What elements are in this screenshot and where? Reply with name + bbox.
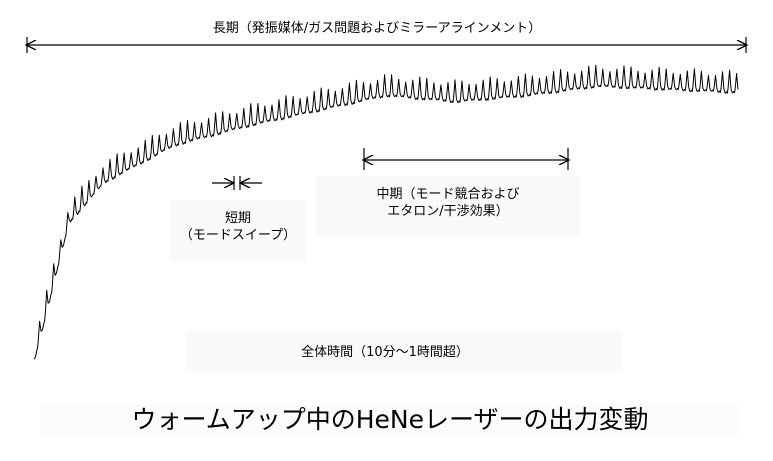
mid-term-label-line-2: エタロン/干渉効果） [387,204,509,219]
mid-term-label: 中期（モード競合および エタロン/干渉効果） [318,186,578,220]
total-time-label-box [186,330,622,372]
mid-term-label-line-1: 中期（モード競合および [376,187,520,202]
long-term-label: 長期（発振媒体/ガス問題およびミラーアラインメント） [140,20,614,37]
short-term-label-line-1: 短期 [224,211,251,226]
series-line-output-power [33,64,739,360]
total-time-label: 全体時間（10分〜1時間超） [301,345,469,360]
short-term-label-line-2: （モードスイープ） [179,228,297,243]
short-term-label: 短期 （モードスイープ） [168,210,308,244]
mid-term-label-box [316,176,580,236]
chart-title: ウォームアップ中のHeNeレーザーの出力変動 [40,404,740,436]
short-term-label-box [170,200,306,262]
